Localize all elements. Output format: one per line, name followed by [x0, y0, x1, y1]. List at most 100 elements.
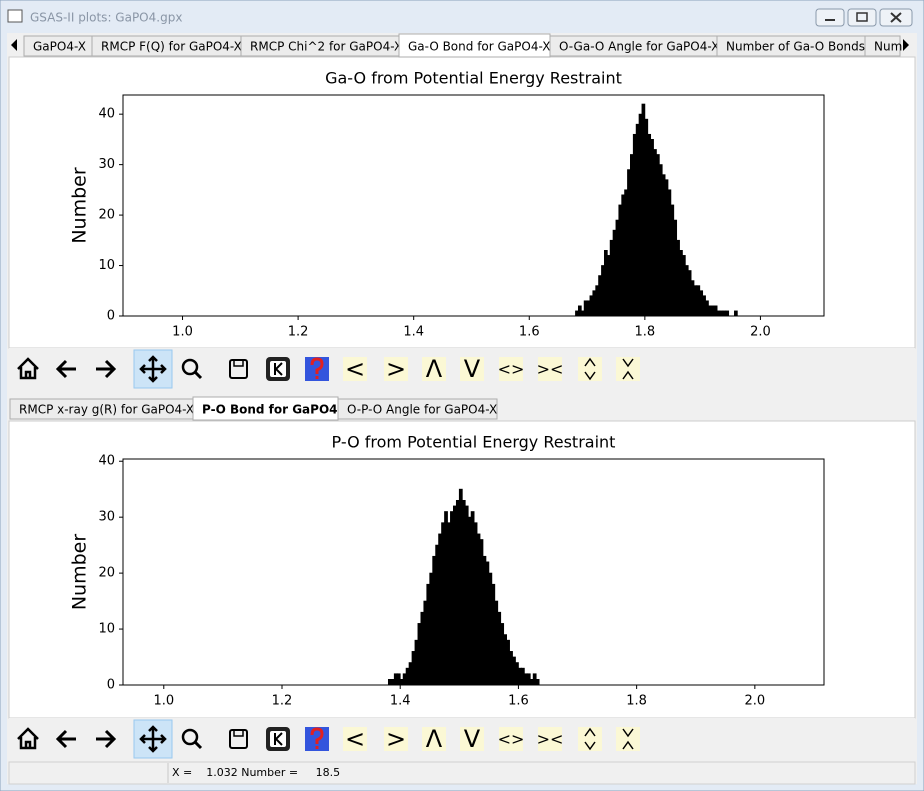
- y-axis-label: Number: [69, 167, 91, 244]
- histogram-bar: [450, 511, 454, 686]
- histogram-bar: [676, 239, 680, 317]
- tool-button[interactable]: [422, 357, 446, 381]
- x-tick-label: 1.0: [172, 325, 193, 340]
- histogram-bar: [713, 305, 718, 317]
- tab[interactable]: [864, 35, 901, 57]
- histogram-bar: [670, 204, 675, 317]
- tool-glyph: [622, 358, 634, 380]
- tool-glyph: [584, 357, 596, 381]
- histogram-bar: [509, 651, 513, 686]
- back-button[interactable]: [55, 729, 76, 749]
- tool-button[interactable]: [538, 727, 562, 751]
- key-letter: [274, 362, 283, 376]
- histogram-bar: [722, 310, 727, 317]
- histogram-bar: [632, 133, 637, 317]
- histogram-bar: [441, 522, 445, 686]
- histogram-bar: [609, 239, 614, 317]
- tool-label: <>: [498, 730, 525, 749]
- pan-glyph: [139, 725, 167, 753]
- histogram-bar: [520, 667, 525, 686]
- x-tick-label: 2.0: [745, 694, 766, 709]
- tool-button[interactable]: [578, 357, 602, 381]
- tool-button[interactable]: [422, 727, 446, 751]
- histogram-bar: [586, 300, 591, 317]
- histogram-bar: [682, 255, 686, 317]
- chart-title: Ga-O from Potential Energy Restraint: [325, 69, 622, 88]
- tool-label: Λ: [426, 355, 443, 383]
- histogram-bar: [420, 611, 425, 686]
- histogram-bar: [429, 572, 434, 686]
- tool-button[interactable]: [499, 727, 523, 751]
- tab-label: Num: [874, 40, 902, 54]
- histogram-bar: [656, 154, 660, 317]
- home-button[interactable]: [17, 357, 39, 380]
- zoom-button[interactable]: [181, 358, 199, 376]
- histogram-bar: [601, 265, 605, 317]
- window-title: GSAS-II plots: GaPO4.gpx: [30, 11, 182, 25]
- histogram-bar: [603, 250, 608, 317]
- histogram-bar: [734, 310, 738, 317]
- tab-label: RMCP x-ray g(R) for GaPO4-X: [19, 403, 194, 417]
- histogram-bar: [710, 305, 715, 317]
- window-buttons[interactable]: [815, 8, 913, 27]
- minimize-button[interactable]: [815, 8, 845, 27]
- back-button[interactable]: [55, 359, 76, 379]
- tool-button[interactable]: [499, 357, 523, 381]
- histogram-bar: [708, 305, 712, 317]
- zoom-handle: [193, 370, 203, 380]
- histogram-bar: [598, 275, 602, 317]
- histogram-bar: [693, 285, 698, 317]
- y-tick-label: 30: [98, 157, 115, 172]
- forward-button[interactable]: [96, 359, 117, 379]
- tool-button[interactable]: [616, 727, 640, 751]
- tab[interactable]: [337, 398, 498, 420]
- histogram-bar: [399, 679, 404, 686]
- histogram-bar: [482, 555, 487, 686]
- histogram-bar: [518, 667, 522, 686]
- y-tick-label: 10: [98, 622, 115, 637]
- histogram-bar: [390, 679, 395, 686]
- histogram-bar: [658, 164, 663, 317]
- tab-scroll-left[interactable]: [11, 39, 17, 51]
- y-tick-label: 40: [98, 454, 115, 469]
- histogram-bar: [470, 511, 475, 686]
- tab-scroll-right[interactable]: [903, 39, 909, 51]
- maximize-button[interactable]: [847, 8, 877, 27]
- histogram-bar: [426, 583, 431, 686]
- tool-label: >: [386, 725, 406, 753]
- histogram-bar: [641, 103, 646, 317]
- histogram-bar: [612, 229, 617, 317]
- histogram-bar: [705, 300, 709, 317]
- histogram-bar: [494, 600, 499, 686]
- tool-button[interactable]: [384, 727, 408, 751]
- histogram-bar: [393, 673, 398, 686]
- histogram-bar: [402, 673, 407, 686]
- tool-label: <: [345, 725, 365, 753]
- histogram-bar: [473, 522, 478, 686]
- zoom-button[interactable]: [181, 728, 199, 746]
- histogram-bar: [621, 194, 626, 317]
- tool-button[interactable]: [343, 357, 367, 381]
- histogram-bar: [577, 305, 582, 317]
- y-tick-label: 40: [98, 107, 115, 122]
- tool-button[interactable]: [384, 357, 408, 381]
- histogram-bar: [453, 505, 457, 686]
- tool-button[interactable]: [343, 727, 367, 751]
- histogram-bar: [529, 679, 534, 686]
- home-button[interactable]: [17, 727, 39, 750]
- histogram-bar: [687, 270, 692, 317]
- tool-button[interactable]: [538, 357, 562, 381]
- histogram-bar: [589, 295, 594, 317]
- histogram-bar: [725, 310, 730, 317]
- tool-button[interactable]: [578, 727, 602, 751]
- forward-button[interactable]: [96, 729, 117, 749]
- tab-label: GaPO4-X: [33, 40, 86, 54]
- tool-button[interactable]: [616, 357, 640, 381]
- histogram-bar: [644, 118, 649, 317]
- tool-button[interactable]: [460, 357, 484, 381]
- histogram-bar: [716, 310, 721, 317]
- tool-label: <>: [498, 360, 525, 379]
- histogram-bar: [615, 219, 620, 317]
- plot-frame: [122, 94, 825, 317]
- tool-button[interactable]: [460, 727, 484, 751]
